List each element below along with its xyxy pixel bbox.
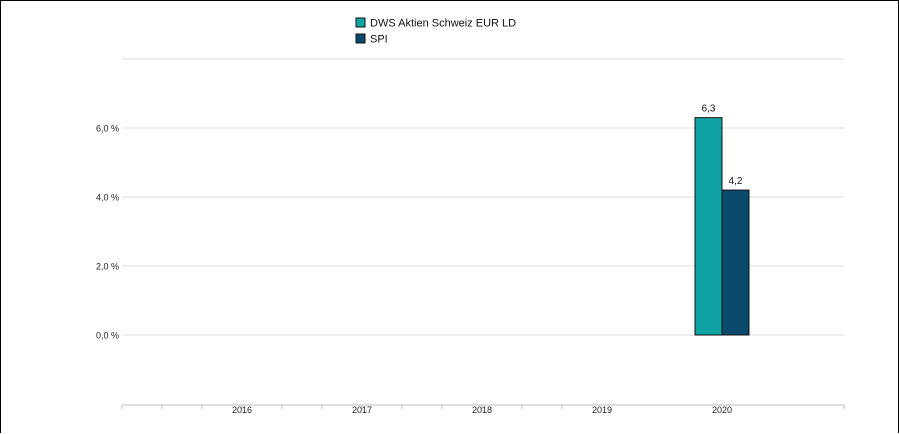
legend-swatch: [355, 33, 366, 44]
bar: [694, 117, 723, 336]
y-tick-label: 6,0 %: [96, 124, 119, 134]
y-axis-ticks: 0,0 % 2,0 % 4,0 % 6,0 %: [96, 124, 119, 341]
y-tick-label: 4,0 %: [96, 193, 119, 203]
x-tick-label: 2017: [352, 405, 372, 415]
bars: [694, 117, 750, 336]
data-label: 4,2: [729, 176, 743, 187]
data-labels: 6,3 4,2: [702, 104, 743, 187]
legend-label: DWS Aktien Schweiz EUR LD: [370, 18, 516, 30]
legend-label: SPI: [370, 34, 388, 46]
x-tick-label: 2018: [472, 405, 492, 415]
legend: DWS Aktien Schweiz EUR LD SPI: [355, 17, 516, 46]
bar: [721, 189, 750, 336]
x-tick-label: 2016: [232, 405, 252, 415]
y-tick-label: 2,0 %: [96, 262, 119, 272]
x-tick-label: 2020: [712, 405, 732, 415]
x-tick-label: 2019: [592, 405, 612, 415]
y-tick-label: 0,0 %: [96, 331, 119, 341]
data-label: 6,3: [702, 104, 716, 115]
x-axis: 2016 2017 2018 2019 2020: [121, 404, 845, 415]
legend-swatch: [355, 17, 366, 28]
